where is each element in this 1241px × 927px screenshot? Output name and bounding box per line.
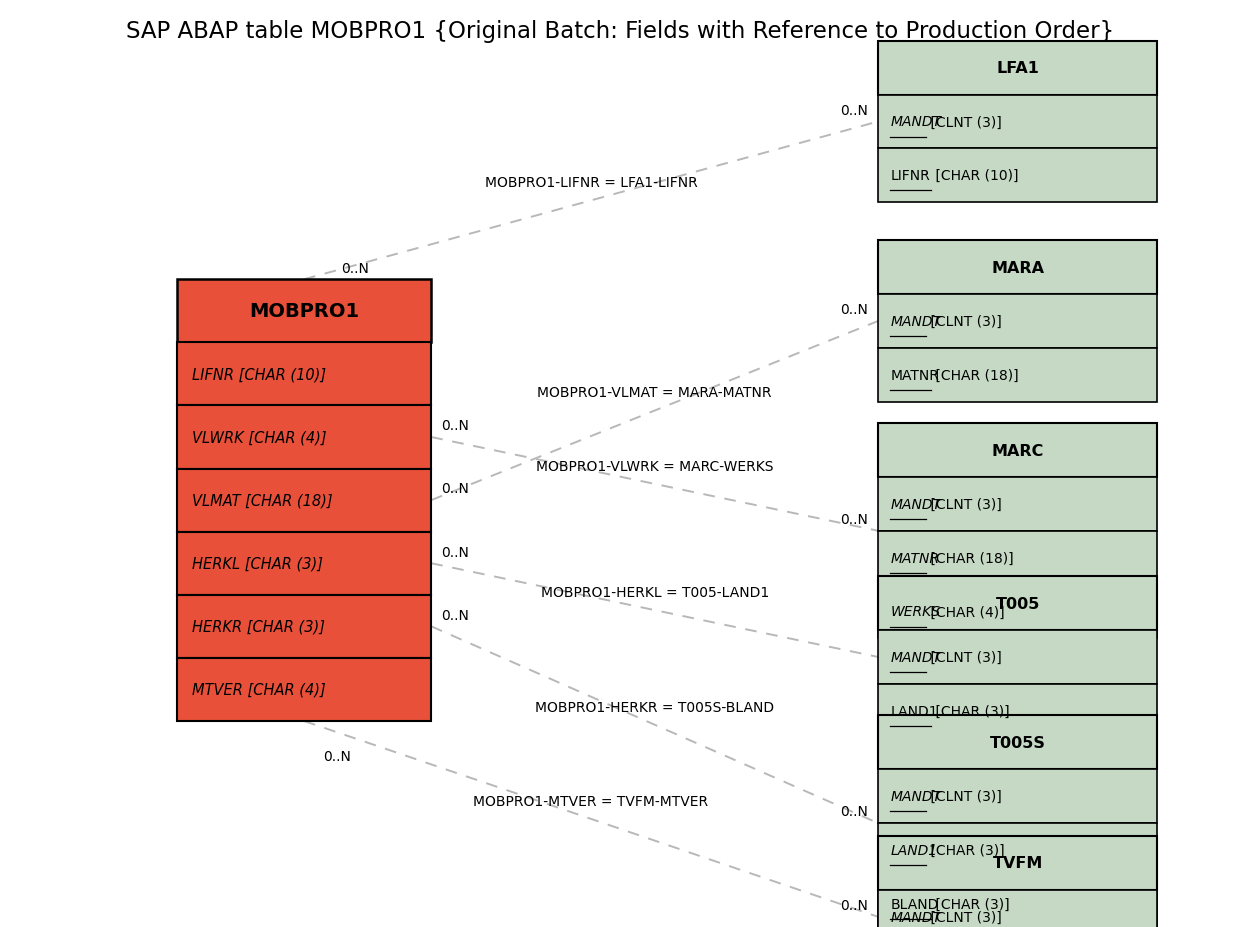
Text: [CLNT (3)]: [CLNT (3)] <box>926 909 1003 924</box>
Bar <box>177 343 432 406</box>
Text: MTVER [CHAR (4)]: MTVER [CHAR (4)] <box>192 682 325 697</box>
Text: MATNR: MATNR <box>890 368 939 383</box>
Text: LAND1: LAND1 <box>890 843 937 857</box>
Text: [CLNT (3)]: [CLNT (3)] <box>926 314 1003 329</box>
Bar <box>177 280 432 343</box>
Text: LAND1: LAND1 <box>890 704 938 718</box>
Text: MANDT: MANDT <box>890 497 942 512</box>
Text: MARA: MARA <box>992 260 1044 275</box>
Text: [CLNT (3)]: [CLNT (3)] <box>926 497 1003 512</box>
Text: MOBPRO1-VLMAT = MARA-MATNR: MOBPRO1-VLMAT = MARA-MATNR <box>537 386 772 400</box>
Text: 0..N: 0..N <box>840 805 867 819</box>
Bar <box>877 424 1157 477</box>
Text: [CHAR (3)]: [CHAR (3)] <box>931 896 1010 911</box>
Text: [CHAR (18)]: [CHAR (18)] <box>931 368 1019 383</box>
Bar <box>877 531 1157 585</box>
Bar <box>877 585 1157 639</box>
Text: MANDT: MANDT <box>890 314 942 329</box>
Text: T005: T005 <box>995 596 1040 611</box>
Text: MOBPRO1-LIFNR = LFA1-LIFNR: MOBPRO1-LIFNR = LFA1-LIFNR <box>485 176 697 190</box>
Text: MOBPRO1-VLWRK = MARC-WERKS: MOBPRO1-VLWRK = MARC-WERKS <box>536 459 773 473</box>
Text: [CLNT (3)]: [CLNT (3)] <box>926 789 1003 804</box>
Bar <box>177 532 432 595</box>
Text: 0..N: 0..N <box>442 482 469 496</box>
Text: [CHAR (4)]: [CHAR (4)] <box>926 604 1005 619</box>
Text: HERKL [CHAR (3)]: HERKL [CHAR (3)] <box>192 556 323 571</box>
Bar <box>877 95 1157 149</box>
Bar <box>877 295 1157 349</box>
Text: [CLNT (3)]: [CLNT (3)] <box>926 115 1003 130</box>
Bar <box>877 716 1157 769</box>
Text: [CHAR (10)]: [CHAR (10)] <box>931 169 1019 184</box>
Bar <box>877 630 1157 684</box>
Text: MANDT: MANDT <box>890 909 942 924</box>
Text: BLAND: BLAND <box>890 896 938 911</box>
Text: LFA1: LFA1 <box>997 61 1039 76</box>
Text: [CLNT (3)]: [CLNT (3)] <box>926 650 1003 665</box>
Bar <box>877 823 1157 877</box>
Bar <box>877 349 1157 402</box>
Text: MANDT: MANDT <box>890 650 942 665</box>
Text: MOBPRO1-HERKL = T005-LAND1: MOBPRO1-HERKL = T005-LAND1 <box>541 585 768 599</box>
Text: SAP ABAP table MOBPRO1 {Original Batch: Fields with Reference to Production Orde: SAP ABAP table MOBPRO1 {Original Batch: … <box>127 20 1114 44</box>
Text: [CHAR (18)]: [CHAR (18)] <box>926 551 1014 565</box>
Bar <box>877 769 1157 823</box>
Bar <box>877 477 1157 531</box>
Text: WERKS: WERKS <box>890 604 941 619</box>
Text: 0..N: 0..N <box>323 749 350 763</box>
Bar <box>877 836 1157 890</box>
Bar <box>877 890 1157 927</box>
Text: MOBPRO1-MTVER = TVFM-MTVER: MOBPRO1-MTVER = TVFM-MTVER <box>474 794 709 807</box>
Text: MARC: MARC <box>992 443 1044 458</box>
Text: VLWRK [CHAR (4)]: VLWRK [CHAR (4)] <box>192 430 326 445</box>
Text: [CHAR (3)]: [CHAR (3)] <box>926 843 1005 857</box>
Text: LIFNR [CHAR (10)]: LIFNR [CHAR (10)] <box>192 367 326 382</box>
Bar <box>877 684 1157 738</box>
Text: MOBPRO1-HERKR = T005S-BLAND: MOBPRO1-HERKR = T005S-BLAND <box>535 700 774 714</box>
Text: MANDT: MANDT <box>890 115 942 130</box>
Text: HERKR [CHAR (3)]: HERKR [CHAR (3)] <box>192 619 325 634</box>
Text: MATNR: MATNR <box>890 551 939 565</box>
Text: T005S: T005S <box>989 735 1046 750</box>
Text: 0..N: 0..N <box>442 419 469 433</box>
Text: 0..N: 0..N <box>442 545 469 559</box>
Text: 0..N: 0..N <box>840 104 867 118</box>
Text: 0..N: 0..N <box>341 261 369 275</box>
Bar <box>177 658 432 721</box>
Bar <box>877 241 1157 295</box>
Bar <box>877 149 1157 203</box>
Bar <box>177 406 432 469</box>
Text: 0..N: 0..N <box>442 608 469 622</box>
Text: [CHAR (3)]: [CHAR (3)] <box>931 704 1010 718</box>
Bar <box>877 42 1157 95</box>
Text: 0..N: 0..N <box>840 513 867 527</box>
Text: 0..N: 0..N <box>840 898 867 912</box>
Bar <box>877 577 1157 630</box>
Text: MANDT: MANDT <box>890 789 942 804</box>
Text: MOBPRO1: MOBPRO1 <box>249 302 359 321</box>
Text: 0..N: 0..N <box>840 303 867 317</box>
Text: LIFNR: LIFNR <box>890 169 931 184</box>
Bar <box>177 469 432 532</box>
Bar <box>177 595 432 658</box>
Text: TVFM: TVFM <box>993 856 1042 870</box>
Text: VLMAT [CHAR (18)]: VLMAT [CHAR (18)] <box>192 493 333 508</box>
Bar <box>877 877 1157 927</box>
